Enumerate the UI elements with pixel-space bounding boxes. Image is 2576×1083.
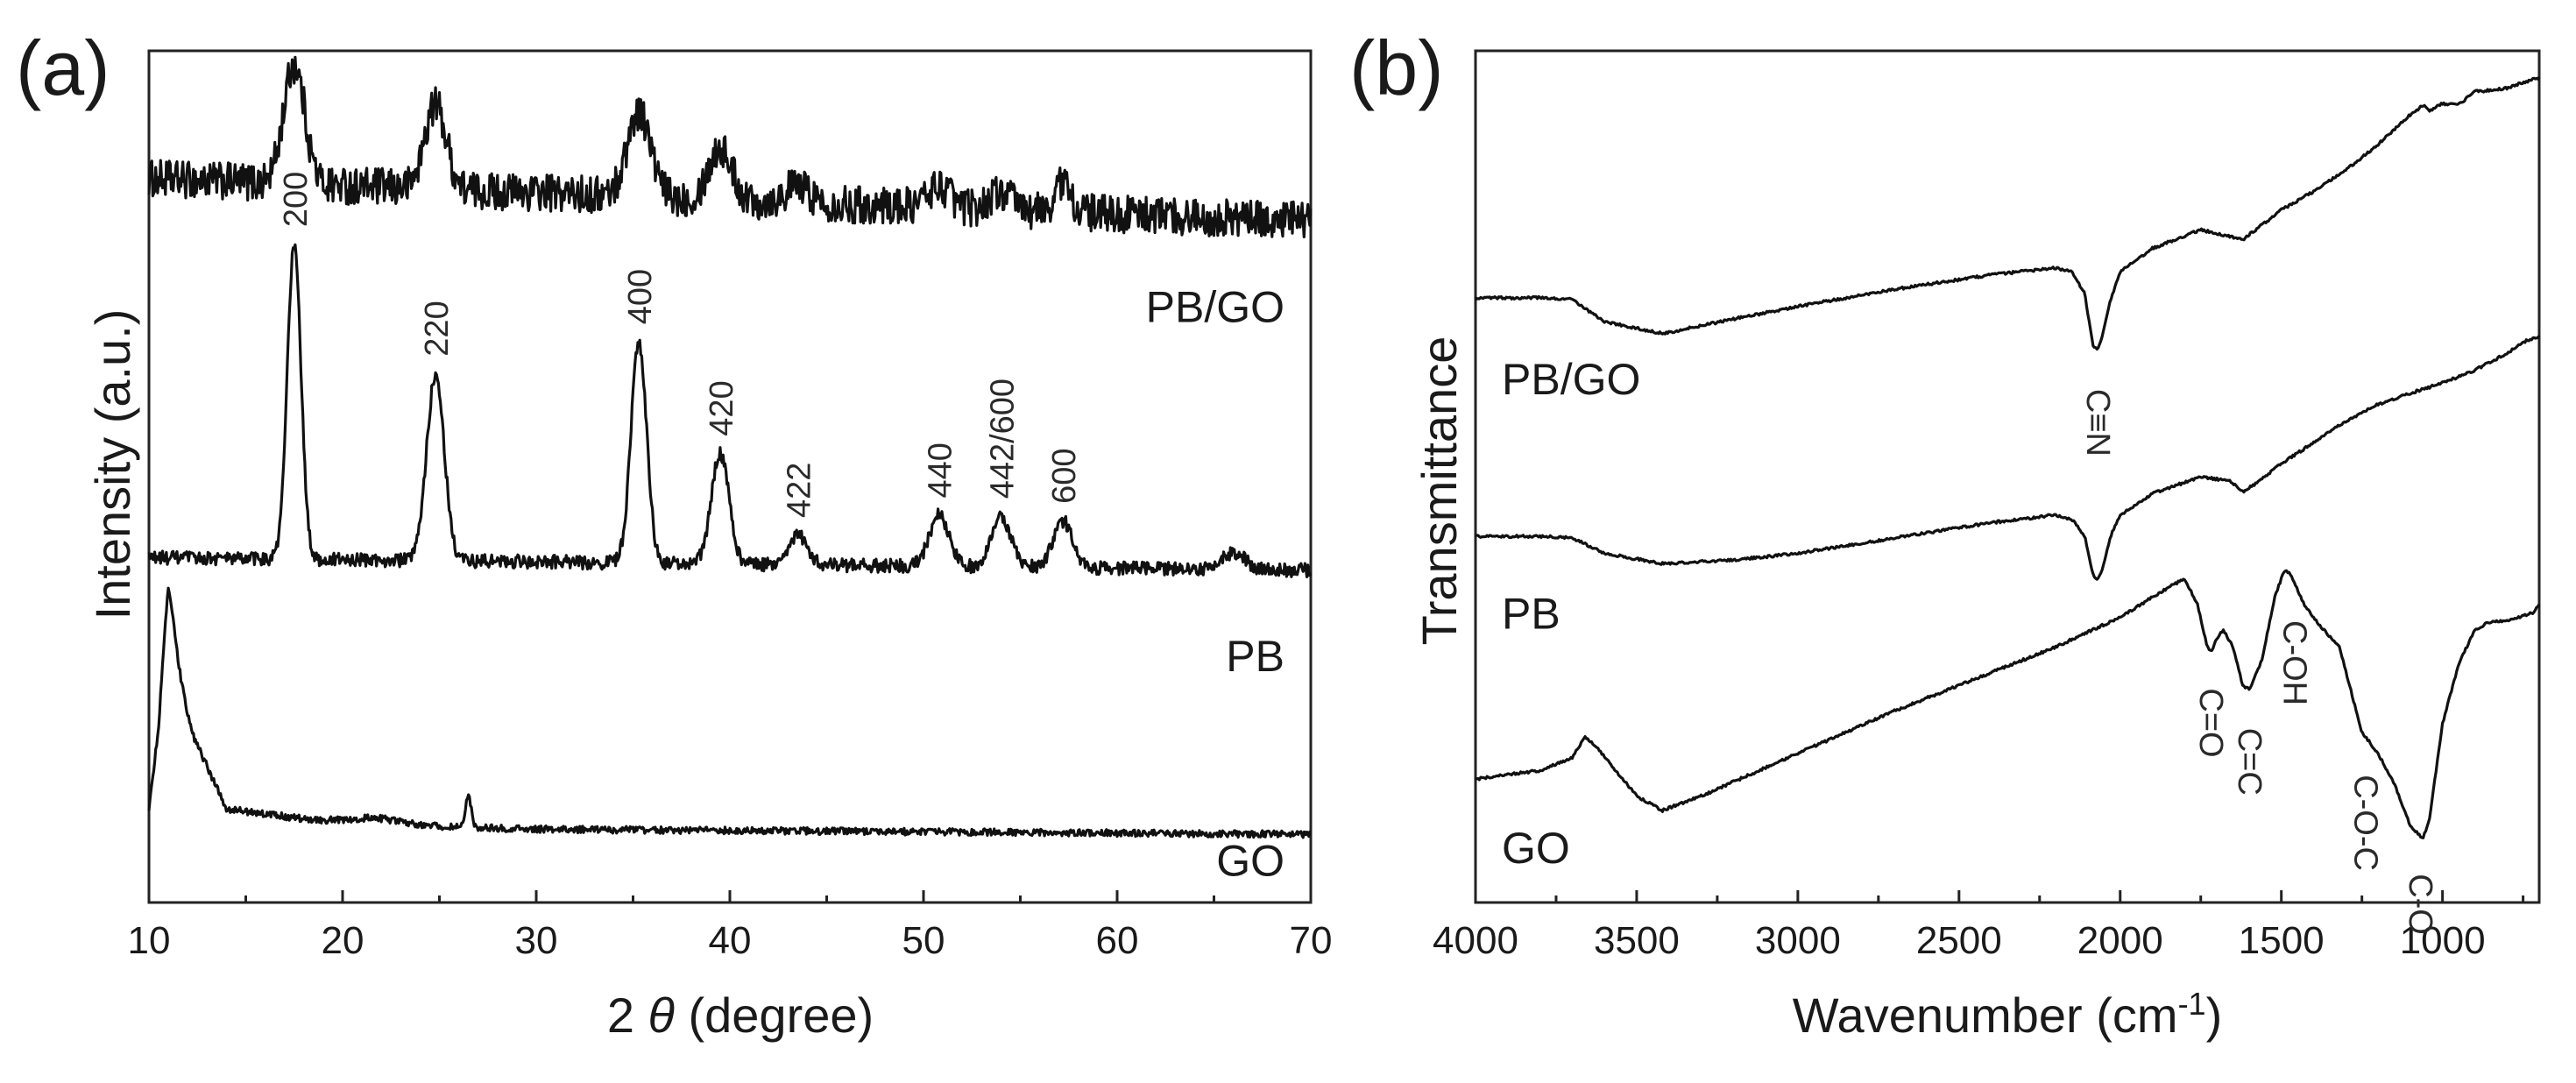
panel-a-x-tick-label-60: 60 — [1096, 919, 1139, 962]
xrd-series-label-pb-go: PB/GO — [1146, 283, 1284, 332]
xrd-peak-label-220: 220 — [419, 301, 456, 356]
ftir-peak-label-c-o-c: C-O-C — [2346, 775, 2383, 871]
panel-b-x-tick-label-1500: 1500 — [2239, 919, 2325, 962]
panel-b-x-tick-label-2500: 2500 — [1916, 919, 2002, 962]
panel-a-xrd-chart: (a) 10 20 30 40 50 60 70 200 220 400 420 422 440 442… — [16, 25, 1332, 1043]
panel-b-x-tick-label-3000: 3000 — [1755, 919, 1841, 962]
panel-b-x-axis-title: Wavenumber (cm-1) — [1793, 986, 2222, 1044]
panel-b-x-tick-label-4000: 4000 — [1433, 919, 1518, 962]
ftir-series-label-pb: PB — [1502, 590, 1560, 639]
panel-a-label: (a) — [16, 25, 110, 111]
panel-a-x-tick-label-40: 40 — [709, 919, 752, 962]
xrd-peak-label-400: 400 — [622, 269, 659, 324]
ftir-peak-label-c-oh: C-OH — [2275, 620, 2312, 705]
panel-a-y-axis-title: Intensity (a.u.) — [85, 309, 140, 620]
ftir-series-label-pb-go: PB/GO — [1502, 355, 1640, 404]
xrd-trace-pb-go — [147, 55, 1313, 238]
ftir-trace-pb-go — [1474, 75, 2541, 351]
panel-b-ftir-chart: (b) 4000 3500 3000 2500 2000 1500 1000 C≡NC=OC… — [1349, 25, 2541, 1044]
ftir-peak-label-c-o: C-O — [2402, 874, 2438, 935]
xrd-trace-go — [147, 586, 1312, 839]
xrd-peak-label-200: 200 — [278, 172, 315, 227]
xrd-peak-label-440: 440 — [923, 442, 959, 498]
panel-a-x-tick-label-30: 30 — [515, 919, 558, 962]
ftir-peak-label-c-triple-n: C≡N — [2079, 389, 2116, 457]
ftir-trace-pb — [1475, 335, 2541, 581]
xrd-peak-label-420: 420 — [704, 380, 740, 435]
xrd-series-label-go: GO — [1216, 836, 1284, 885]
panel-b-x-tick-label-2000: 2000 — [2077, 919, 2163, 962]
xrd-peak-label-600: 600 — [1046, 448, 1083, 503]
panel-a-x-tick-label-20: 20 — [322, 919, 364, 962]
ftir-trace-go — [1475, 569, 2541, 839]
ftir-peak-label-c-double-c: C=C — [2231, 728, 2268, 796]
xrd-peak-label-422: 422 — [781, 463, 817, 518]
panel-a-x-tick-label-70: 70 — [1290, 919, 1333, 962]
xrd-peak-label-442-600: 442/600 — [984, 379, 1021, 499]
panel-b-plot-frame — [1474, 49, 2541, 904]
panel-b-x-tick-label-3500: 3500 — [1594, 919, 1680, 962]
panel-a-x-tick-label-10: 10 — [128, 919, 171, 962]
panel-a-x-axis-title: 2 θ (degree) — [607, 987, 874, 1043]
panel-b-label: (b) — [1349, 25, 1444, 111]
ftir-series-label-go: GO — [1502, 824, 1570, 873]
ftir-peak-label-c-double-o: C=O — [2192, 688, 2229, 757]
panel-b-y-axis-title: Transmittance — [1412, 336, 1467, 646]
xrd-trace-pb — [147, 243, 1313, 578]
panel-b-x-tick-label-1000: 1000 — [2400, 919, 2486, 962]
xrd-series-label-pb: PB — [1226, 632, 1284, 681]
panel-a-x-tick-label-50: 50 — [902, 919, 945, 962]
